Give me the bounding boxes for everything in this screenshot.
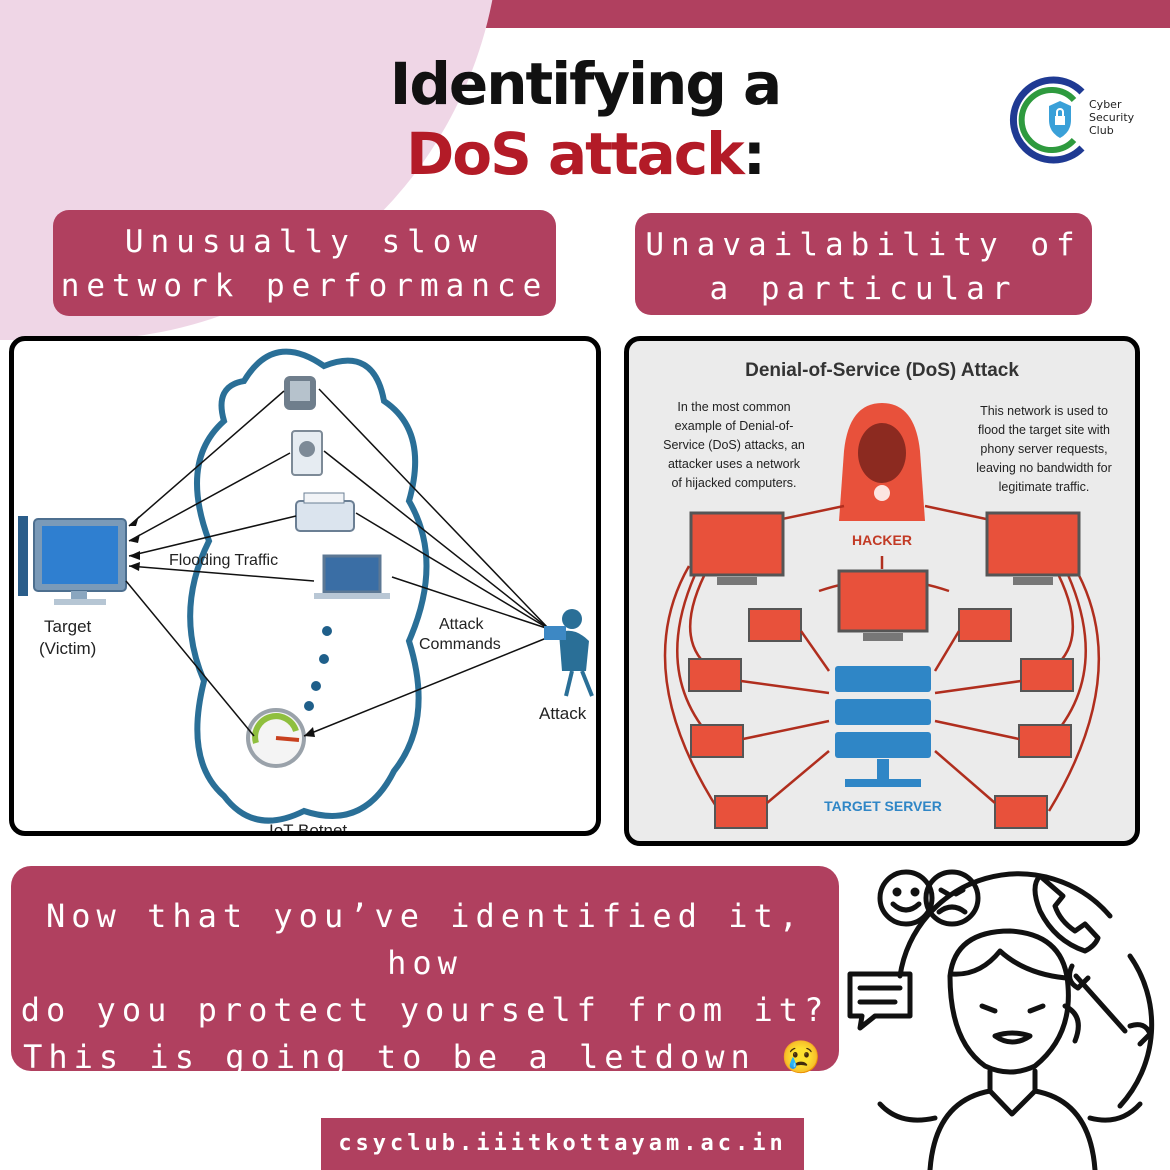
title-highlight: DoS attack [406,120,745,188]
target-label-2: (Victim) [39,639,96,658]
page-title-line1: Identifying a [389,50,782,118]
circle-frame [897,871,1113,979]
dos-title: Denial-of-Service (DoS) Attack [745,360,1019,381]
bottom-message-line2: do you protect yourself from it? [20,991,830,1029]
club-logo-icon [1009,76,1085,164]
page-title-line2: DoS attack: [0,120,1170,188]
dos-left-text-5: of hijacked computers. [671,476,796,490]
dos-left-text-4: attacker uses a network [668,457,801,471]
person-body [927,1068,1098,1170]
botnet-label: IoT Botnet [269,821,347,831]
target-label-1: Target [44,617,92,636]
phone-icon [1032,873,1101,954]
speaker-icon [291,430,323,476]
fax-icon [295,492,355,532]
attack-label-2: Commands [419,636,501,653]
bottom-message: Now that you’ve identified it, how do yo… [11,866,839,1076]
hacker-label: HACKER [852,532,912,548]
logo-text-line3: Club [1089,124,1114,137]
card-unavailable-site: Unavailability of a particular website [635,213,1092,351]
logo-text-line1: Cyber [1089,98,1122,111]
chat-bubble-icon [847,971,913,1031]
person-hands [877,1101,1143,1123]
dos-right-text-1: This network is used to [980,404,1108,418]
target-monitor-icon [18,516,127,605]
botnet-diagram: Target (Victim) [9,336,601,836]
footer-url[interactable]: csyclub.iiitkottayam.ac.in [321,1118,804,1170]
gauge-icon [246,708,306,768]
cloud-shape [187,348,430,824]
dos-right-text-2: flood the target site with [978,423,1110,437]
flooding-label: Flooding Traffic [169,552,278,569]
attacker-label: Attack [539,704,587,723]
title-colon: : [742,120,766,188]
laptop-icon [314,554,390,599]
attack-label-1: Attack [439,616,484,633]
server-label: TARGET SERVER [824,798,942,814]
dos-left-text-1: In the most common [677,400,790,414]
attacker-icon [544,609,594,697]
computer-left-icon [689,511,785,585]
dos-right-text-4: leaving no bandwidth for [976,461,1112,475]
support-person-illustration [840,856,1170,1170]
bottom-message-line3: This is going to be a letdown 😢 [23,1038,827,1076]
target-server-icon [835,666,931,787]
dos-left-text-3: Service (DoS) attacks, an [663,438,805,452]
dos-left-text-2: example of Denial-of- [675,419,794,433]
hacker-icon [839,403,925,521]
wrench-icon [1067,963,1153,1047]
sad-face-icon [923,869,981,927]
bottom-message-line1: Now that you’ve identified it, how [46,897,804,982]
dos-right-text-3: phony server requests, [980,442,1107,456]
person-head [947,928,1081,1075]
logo-text-line2: Security [1089,111,1135,124]
dos-diagram: Denial-of-Service (DoS) Attack In the mo… [624,336,1140,846]
router-icon [284,376,316,410]
card-slow-network: Unusually slow network performance [53,210,556,316]
happy-face-icon [877,869,935,927]
laptop-icons [688,608,1074,829]
computer-center-icon [837,569,929,641]
logo-text: Cyber Security Club [1089,98,1134,137]
dos-right-text-5: legitimate traffic. [999,480,1090,494]
computer-right-icon [985,511,1081,585]
